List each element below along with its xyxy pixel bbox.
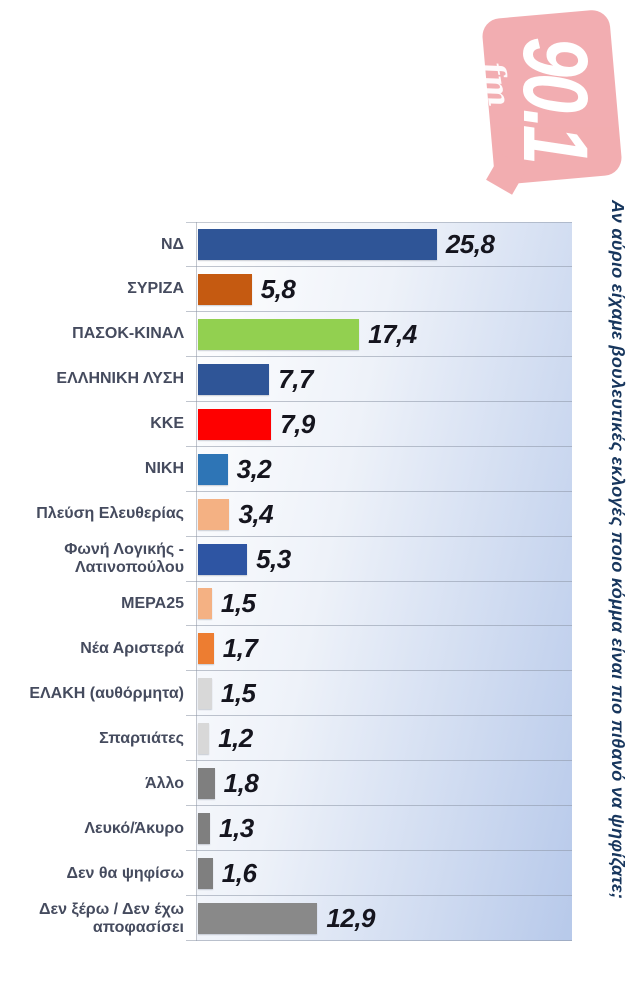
category-label: Λευκό/Άκυρο [84,819,184,837]
chart-row: ΠΑΣΟΚ-ΚΙΝΑΛ 17,4 [6,312,572,357]
bar-zone: 17,4 [196,318,572,350]
category-label: Δεν ξέρω / Δεν έχω αποφασίσει [39,900,184,936]
value-label: 7,9 [280,408,315,439]
value-label: 1,2 [218,723,253,754]
category-label: ΠΑΣΟΚ-ΚΙΝΑΛ [72,325,184,343]
category-label: ΕΛΛΗΝΙΚΗ ΛΥΣΗ [56,370,184,388]
category-label: ΝΙΚΗ [144,460,184,478]
bar-zone: 3,4 [196,498,572,530]
chart-row: ΕΛΑΚΗ (αυθόρμητα) 1,5 [6,671,572,717]
bar-zone: 1,2 [196,723,572,755]
chart-row: Νέα Αριστερά 1,7 [6,626,572,672]
bar-zone: 1,3 [196,813,572,845]
chart-row: Λευκό/Άκυρο 1,3 [6,806,572,852]
category-label: Φωνή Λογικής - Λατινοπούλου [64,541,184,577]
bar [198,408,272,440]
bar [198,543,248,575]
value-label: 25,8 [445,228,495,259]
bar [198,768,215,800]
radio-logo-rotated: 90.1 fm [474,2,623,190]
category-label: ΜΕΡΑ25 [121,595,184,613]
bar [198,858,213,890]
chart-row: ΜΕΡΑ25 1,5 [6,582,572,627]
bar [198,633,214,665]
bar [198,588,212,620]
chart-row: ΣΥΡΙΖΑ 5,8 [6,267,572,312]
chart-row: ΝΔ 25,8 [6,222,572,267]
bar-zone: 1,5 [196,588,572,620]
logo-fm-label: fm [474,59,517,110]
value-label: 1,6 [221,858,257,889]
value-label: 3,4 [238,498,274,529]
category-label: Δεν θα ψηφίσω [66,864,184,882]
chart-row: ΝΙΚΗ 3,2 [6,447,572,492]
value-label: 5,3 [256,543,291,574]
bar-zone: 5,3 [196,543,572,575]
category-label: Πλεύση Ελευθερίας [36,505,184,523]
chart-row: Σπαρτιάτες 1,2 [6,716,572,762]
bar [198,678,212,710]
chart-row: Πλεύση Ελευθερίας 3,4 [6,492,572,537]
chart-row: Δεν θα ψηφίσω 1,6 [6,851,572,897]
bar-zone: 1,8 [196,768,572,800]
value-label: 1,5 [220,588,256,619]
value-label: 12,9 [326,903,376,934]
chart-row: Δεν ξέρω / Δεν έχω αποφασίσει 12,9 [6,896,572,941]
category-label: ΕΛΑΚΗ (αυθόρμητα) [29,684,184,702]
bar-zone: 1,6 [196,858,572,890]
bar [198,228,437,260]
value-label: 1,5 [220,678,256,709]
bar [198,273,252,305]
bar-zone: 7,9 [196,408,572,440]
bar [198,453,228,485]
value-label: 1,8 [223,768,259,799]
bar-zone: 7,7 [196,363,572,395]
category-label: ΝΔ [160,235,184,253]
bar-zone: 5,8 [196,273,572,305]
bar [198,813,211,845]
chart-rows: ΝΔ 25,8 ΣΥΡΙΖΑ 5,8 ΠΑΣΟΚ-ΚΙΝΑΛ 17,4 ΕΛΛΗ… [6,222,572,941]
chart-row: Άλλο 1,8 [6,761,572,807]
bar [198,903,318,935]
value-label: 7,7 [278,363,313,394]
radio-logo: 90.1 fm [474,2,623,190]
bar-zone: 1,5 [196,678,572,710]
category-label: Νέα Αριστερά [80,639,184,657]
bar-zone: 3,2 [196,453,572,485]
chart-row: Φωνή Λογικής - Λατινοπούλου 5,3 [6,537,572,582]
bar [198,363,270,395]
survey-question: Αν αύριο είχαμε βουλευτικές εκλογές ποιο… [601,200,635,995]
bar [198,318,360,350]
value-label: 1,3 [219,813,254,844]
value-label: 1,7 [222,633,258,664]
chart-row: ΚΚΕ 7,9 [6,402,572,447]
value-label: 5,8 [260,273,296,304]
bar-zone: 1,7 [196,633,572,665]
category-label: ΣΥΡΙΖΑ [127,280,184,298]
value-label: 17,4 [368,318,417,349]
chart-row: ΕΛΛΗΝΙΚΗ ΛΥΣΗ 7,7 [6,357,572,402]
poll-bar-chart: ΝΔ 25,8 ΣΥΡΙΖΑ 5,8 ΠΑΣΟΚ-ΚΙΝΑΛ 17,4 ΕΛΛΗ… [6,222,572,941]
bar [198,498,230,530]
category-label: ΚΚΕ [150,415,184,433]
bar-zone: 12,9 [196,903,572,935]
category-label: Άλλο [145,774,184,792]
bar [198,723,210,755]
category-label: Σπαρτιάτες [99,729,184,747]
survey-question-text: Αν αύριο είχαμε βουλευτικές εκλογές ποιο… [608,200,629,900]
bar-zone: 25,8 [196,228,572,260]
value-label: 3,2 [236,453,272,484]
